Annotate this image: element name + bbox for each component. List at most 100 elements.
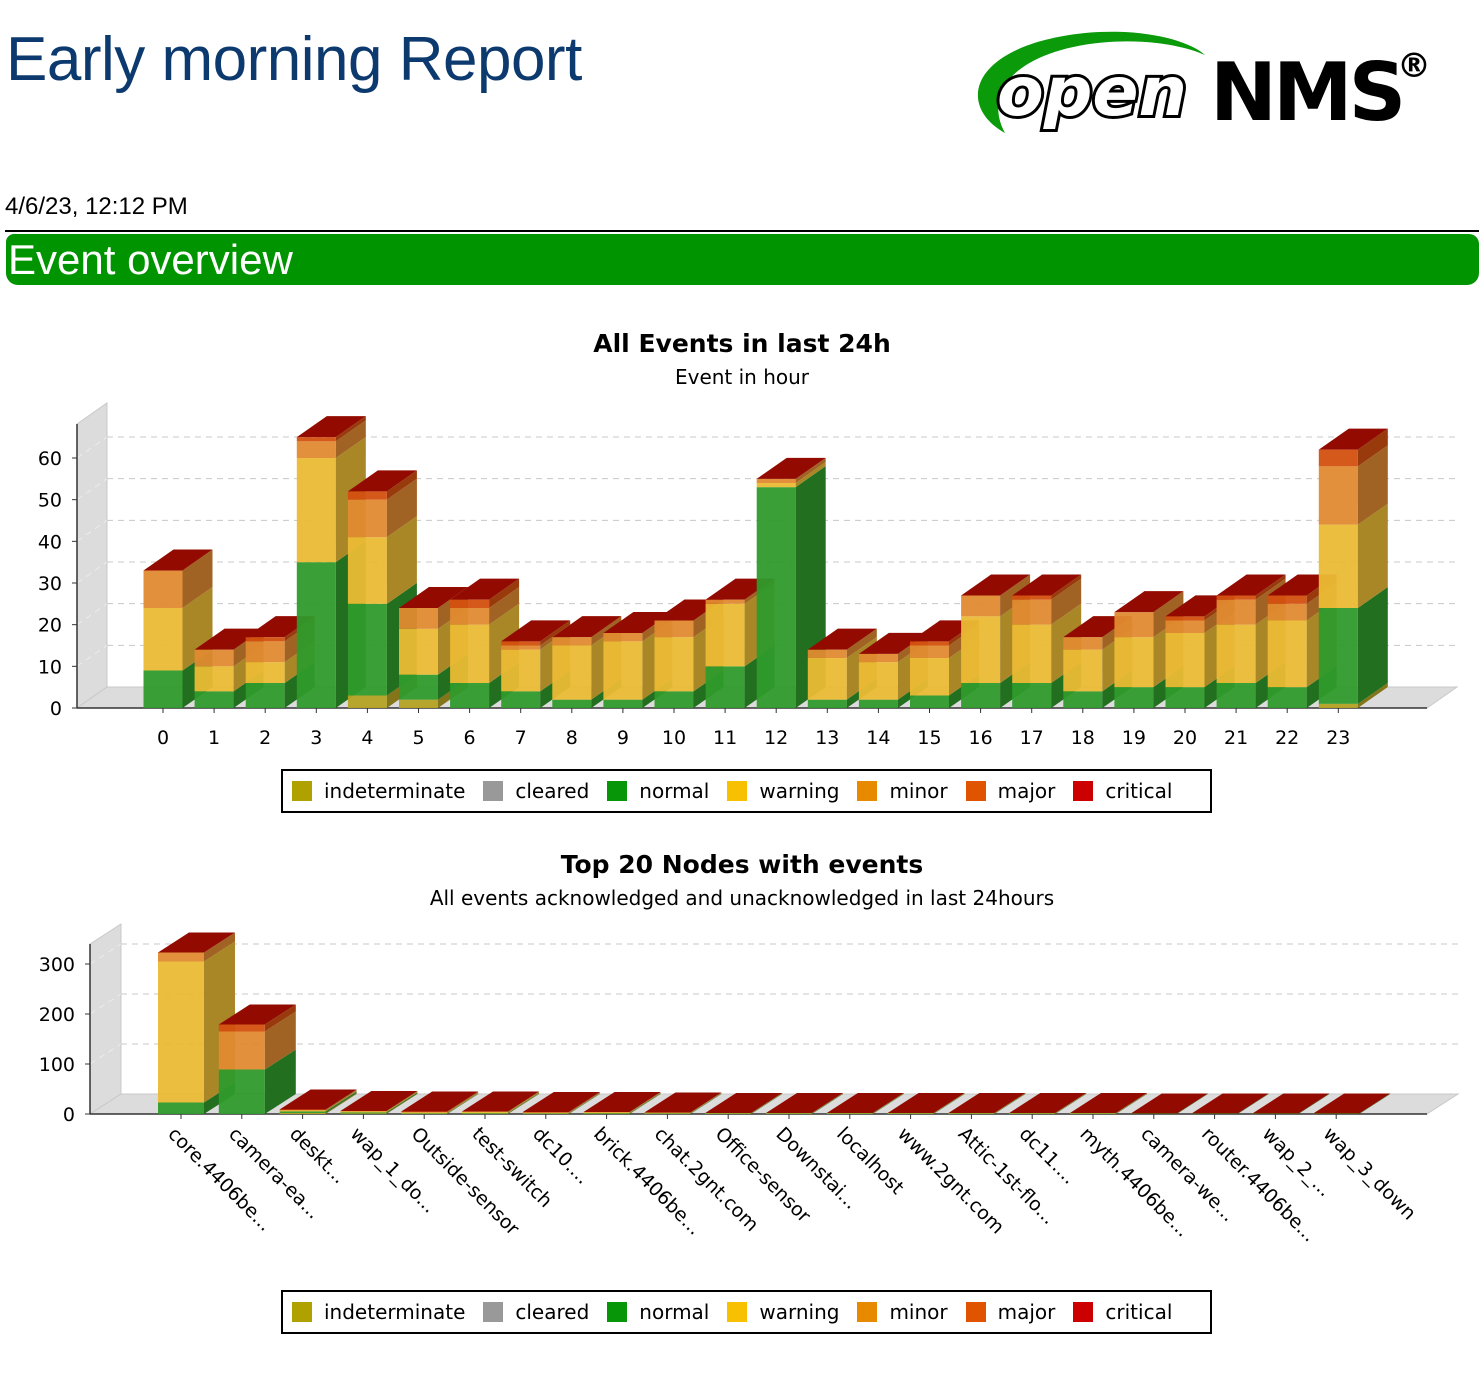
bar-segment-warning: [1012, 624, 1052, 683]
bar-segment-warning: [1216, 624, 1256, 683]
bar-stack: [583, 1092, 661, 1114]
bar-segment-warning: [522, 1113, 569, 1114]
legend-swatch: [965, 781, 986, 801]
bar-stack: [1070, 1093, 1147, 1114]
bar-segment-major: [218, 1024, 265, 1032]
bar-side-minor: [1051, 578, 1082, 625]
bar-segment-warning: [501, 649, 541, 692]
bar-side-major: [540, 620, 571, 646]
bar-segment-normal: [705, 666, 745, 708]
bar-segment-major: [296, 437, 336, 442]
bar-segment-normal: [807, 699, 847, 708]
legend-label: cleared: [515, 1300, 590, 1324]
bar-top: [1009, 1093, 1087, 1113]
bar-top: [961, 574, 1031, 596]
bar-segment-normal: [401, 1113, 448, 1114]
bar-side-warning: [568, 1093, 600, 1114]
x-tick-label: 18: [1071, 727, 1095, 749]
bar-segment-normal: [603, 699, 643, 708]
bar-segment-major: [401, 1111, 448, 1112]
y-tick-label: 50: [38, 490, 62, 512]
bar-side-minor: [447, 1092, 479, 1113]
bar-stack: [948, 1093, 1026, 1114]
bar-segment-minor: [401, 1112, 448, 1113]
bar-side-warning: [872, 1093, 904, 1114]
bar-segment-warning: [858, 662, 898, 700]
y-tick-label: 40: [38, 531, 62, 553]
bar-stack: [756, 457, 826, 708]
bar-segment-normal: [245, 683, 285, 708]
y-tick-label: 0: [50, 698, 62, 720]
x-tick-label: 3: [310, 727, 322, 749]
bar-side-major: [1255, 574, 1286, 600]
bar-side-major: [489, 578, 520, 608]
bar-segment-minor: [1267, 603, 1307, 621]
bar-side-normal: [1055, 1093, 1087, 1114]
bar-segment-normal: [644, 1113, 691, 1114]
bar-side-major: [335, 416, 366, 442]
bar-stack: [462, 1091, 539, 1114]
bar-segment-warning: [1009, 1113, 1056, 1114]
bar-segment-normal: [1070, 1113, 1116, 1114]
bar-side-indeterminate: [386, 1093, 418, 1114]
bar-segment-minor: [501, 645, 541, 650]
legend-item-major: major: [965, 779, 1055, 803]
bar-segment-warning: [887, 1113, 934, 1114]
bar-side-normal: [1237, 1093, 1269, 1114]
x-tick-label: 16: [969, 727, 993, 749]
bar-top: [705, 1093, 783, 1113]
x-tick-label: brick.4406be...: [589, 1123, 706, 1240]
legend-label: critical: [1105, 1300, 1173, 1324]
bar-segment-minor: [1063, 637, 1103, 650]
bar-segment-warning: [340, 1111, 387, 1113]
bar-segment-major: [1216, 595, 1256, 600]
bar-segment-normal: [218, 1069, 265, 1114]
chart2-subtitle: All events acknowledged and unacknowledg…: [429, 886, 1055, 910]
bar-segment-warning: [1063, 649, 1103, 692]
legend-label: minor: [889, 1300, 948, 1324]
bar-segment-minor: [245, 641, 285, 663]
bar-segment-warning: [401, 1112, 448, 1114]
bar-segment-minor: [399, 608, 438, 629]
x-tick-label: Outside-sensor: [407, 1123, 524, 1240]
bar-side-major: [568, 1092, 600, 1113]
bar-top: [501, 620, 571, 642]
x-tick-label: 8: [566, 727, 578, 749]
bar-top: [522, 1092, 600, 1112]
bar-segment-warning: [194, 666, 234, 692]
bar-side-minor: [795, 457, 826, 483]
bar-side-major: [325, 1089, 357, 1110]
chart1-title: All Events in last 24h: [593, 329, 891, 358]
section-title: Event overview: [8, 236, 293, 283]
chart2-legend: indeterminate cleared normal warning minor ma…: [281, 1290, 1212, 1334]
bar-side-minor: [1357, 445, 1388, 525]
bar-stack: [340, 1091, 418, 1114]
bar-segment-minor: [194, 649, 234, 667]
bar-stack: [826, 1093, 904, 1114]
x-tick-label: 5: [412, 727, 424, 749]
back-wall: [89, 923, 122, 1115]
x-tick-label: 12: [764, 727, 788, 749]
bar-segment-minor: [858, 653, 898, 663]
bar-segment-warning: [910, 658, 949, 696]
legend-item-normal: normal: [607, 779, 709, 803]
bar-segment-warning: [279, 1110, 326, 1112]
bar-segment-major: [910, 641, 949, 646]
legend-label: normal: [639, 1300, 710, 1324]
legend-item-warning: warning: [727, 779, 839, 803]
bar-side-normal: [447, 1093, 479, 1114]
bar-side-minor: [629, 1092, 661, 1113]
bar-top: [948, 1093, 1026, 1113]
bar-top: [1216, 574, 1286, 596]
y-tick-label: 200: [39, 1004, 75, 1026]
bar-side-warning: [933, 1093, 965, 1114]
bar-segment-minor: [1165, 620, 1205, 633]
bar-segment-normal: [462, 1113, 508, 1114]
bar-side-warning: [994, 1093, 1026, 1114]
bar-segment-normal: [756, 487, 796, 708]
bar-side-indeterminate: [508, 1093, 539, 1114]
bar-side-normal: [629, 1093, 661, 1114]
bar-side-normal: [933, 1093, 965, 1114]
bar-segment-normal: [654, 691, 694, 708]
legend-label: warning: [759, 779, 840, 803]
